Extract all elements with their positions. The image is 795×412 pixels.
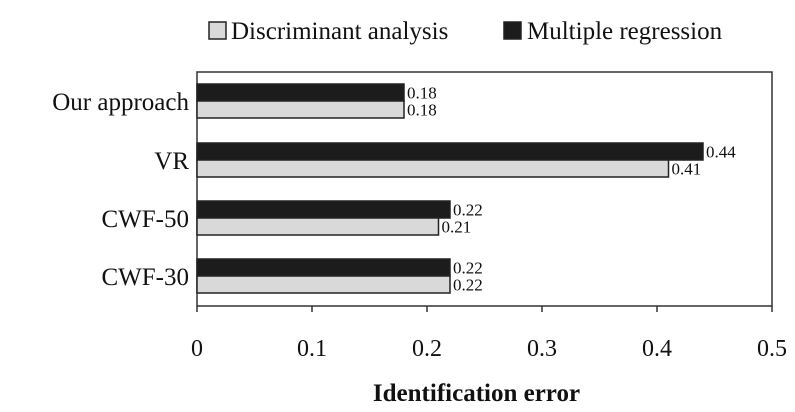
x-tick-label-3: 0.3 [527,336,557,362]
bar-discriminant-0 [196,100,405,119]
category-labels: Our approach VR CWF-50 CWF-30 [52,89,189,291]
bar-discriminant-2 [196,217,440,236]
x-tick-label-1: 0.1 [297,336,327,362]
value-label-regression-1: 0.44 [706,143,736,162]
legend-swatch-regression [503,21,522,40]
bar-regression-1 [196,142,704,161]
x-axis: 0 0.1 0.2 0.3 0.4 0.5 [191,306,787,362]
value-label-discriminant-0: 0.18 [407,101,437,120]
bar-discriminant-1 [196,159,670,178]
bars [196,83,704,294]
x-tick-label-4: 0.4 [642,336,672,362]
value-label-regression-2: 0.22 [453,201,483,220]
category-label-2: CWF-50 [102,206,190,233]
x-tick-label-0: 0 [191,336,203,362]
legend-label-discriminant: Discriminant analysis [231,18,448,45]
value-label-regression-3: 0.22 [453,259,483,278]
value-label-discriminant-1: 0.41 [672,160,702,179]
value-labels: 0.180.180.440.410.220.210.220.22 [407,84,736,295]
category-label-3: CWF-30 [102,264,190,291]
category-label-0: Our approach [52,89,189,116]
bar-regression-2 [196,200,451,219]
legend: Discriminant analysis Multiple regression [208,18,723,45]
bar-discriminant-3 [196,275,451,294]
value-label-regression-0: 0.18 [407,84,437,103]
x-axis-title: Identification error [373,380,580,407]
x-tick-label-2: 0.2 [412,336,442,362]
legend-swatch-discriminant [208,21,227,40]
category-label-1: VR [154,148,189,175]
x-tick-label-5: 0.5 [757,336,787,362]
bar-regression-3 [196,258,451,277]
value-label-discriminant-2: 0.21 [442,218,472,237]
legend-label-regression: Multiple regression [527,18,723,45]
value-label-discriminant-3: 0.22 [453,276,483,295]
bar-regression-0 [196,83,405,102]
